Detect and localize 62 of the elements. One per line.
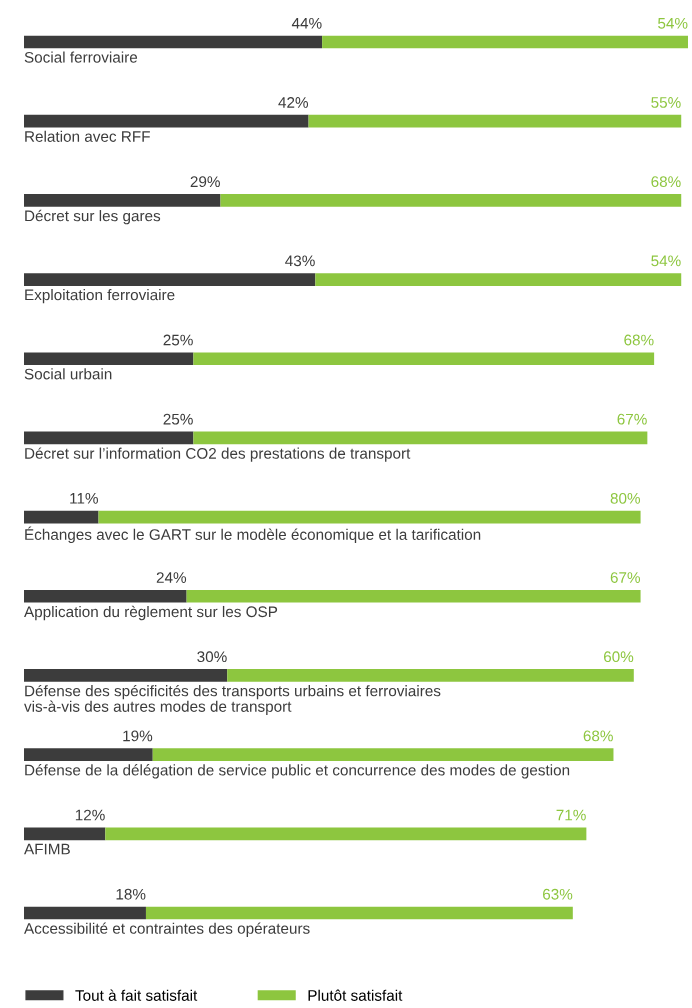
- data-label: 24%: [156, 572, 187, 583]
- y-tick-label: Décret sur l’information CO2 des prestations de transport: [25, 447, 411, 462]
- data-label: 43%: [285, 255, 315, 267]
- data-label: 63%: [543, 888, 573, 900]
- bar: [308, 114, 682, 128]
- y-tick-label: Échanges avec le GART sur le modèle économique et la tarification: [25, 526, 481, 543]
- data-label: 42%: [278, 97, 309, 108]
- bar: [145, 906, 573, 920]
- bar: [193, 431, 648, 445]
- data-label: 60%: [603, 651, 634, 663]
- y-tick-label: Application du règlement sur les OSP: [24, 605, 278, 621]
- bar: [24, 273, 316, 286]
- data-label: 54%: [651, 255, 681, 267]
- data-label: 67%: [617, 413, 647, 425]
- bar: [24, 431, 194, 445]
- bar: [186, 589, 641, 603]
- data-label: 68%: [651, 176, 681, 188]
- data-label: 19%: [123, 730, 153, 742]
- bar: [24, 35, 323, 49]
- bar: [152, 748, 614, 761]
- bar: [24, 194, 221, 207]
- legend-label: Tout à fait satisfait: [75, 989, 198, 1001]
- data-label: 44%: [291, 17, 322, 29]
- bar: [322, 35, 688, 49]
- bar: [24, 510, 99, 524]
- data-label: 25%: [163, 334, 193, 346]
- bar: [24, 589, 187, 603]
- data-label: 12%: [75, 809, 105, 821]
- bar: [220, 194, 682, 207]
- bar: [24, 827, 106, 841]
- legend-label: Plutôt satisfait: [308, 989, 403, 1001]
- data-label: 80%: [610, 492, 641, 504]
- data-label: 30%: [197, 651, 227, 663]
- data-label: 68%: [624, 334, 654, 346]
- y-tick-label: Décret sur les gares: [25, 209, 161, 225]
- y-tick-label: AFIMB: [24, 843, 70, 855]
- y-tick-label: Social urbain: [24, 368, 112, 380]
- data-label: 29%: [190, 176, 220, 188]
- data-label: 54%: [658, 17, 688, 29]
- bar: [24, 114, 309, 128]
- bar: [98, 510, 641, 524]
- bar: [24, 748, 153, 761]
- data-label: 68%: [583, 730, 613, 742]
- bar: [227, 669, 634, 682]
- data-label: 71%: [556, 809, 586, 821]
- bar: [24, 906, 146, 920]
- data-label: 18%: [116, 888, 146, 900]
- bar: [105, 827, 587, 841]
- data-label: 67%: [610, 572, 641, 583]
- bar: [193, 352, 655, 366]
- y-tick-label: Exploitation ferroviaire: [25, 289, 175, 304]
- bar: [24, 669, 228, 682]
- bar: [315, 273, 682, 286]
- data-label: 25%: [163, 413, 193, 425]
- data-label: 11%: [70, 493, 98, 504]
- y-tick-label: Accessibilité et contraintes des opérateurs: [24, 922, 310, 937]
- y-tick-label: Défense de la délégation de service public et concurrence des modes de gestion: [25, 764, 570, 779]
- data-label: 55%: [651, 97, 681, 108]
- y-tick-label: Relation avec RFF: [25, 130, 150, 142]
- y-tick-label: Social ferroviaire: [24, 51, 138, 63]
- y-tick-label: Défense des spécificités des transports urbains et ferroviaires vis-à-vis des autres modes de transport: [24, 684, 441, 715]
- bar: [24, 352, 194, 366]
